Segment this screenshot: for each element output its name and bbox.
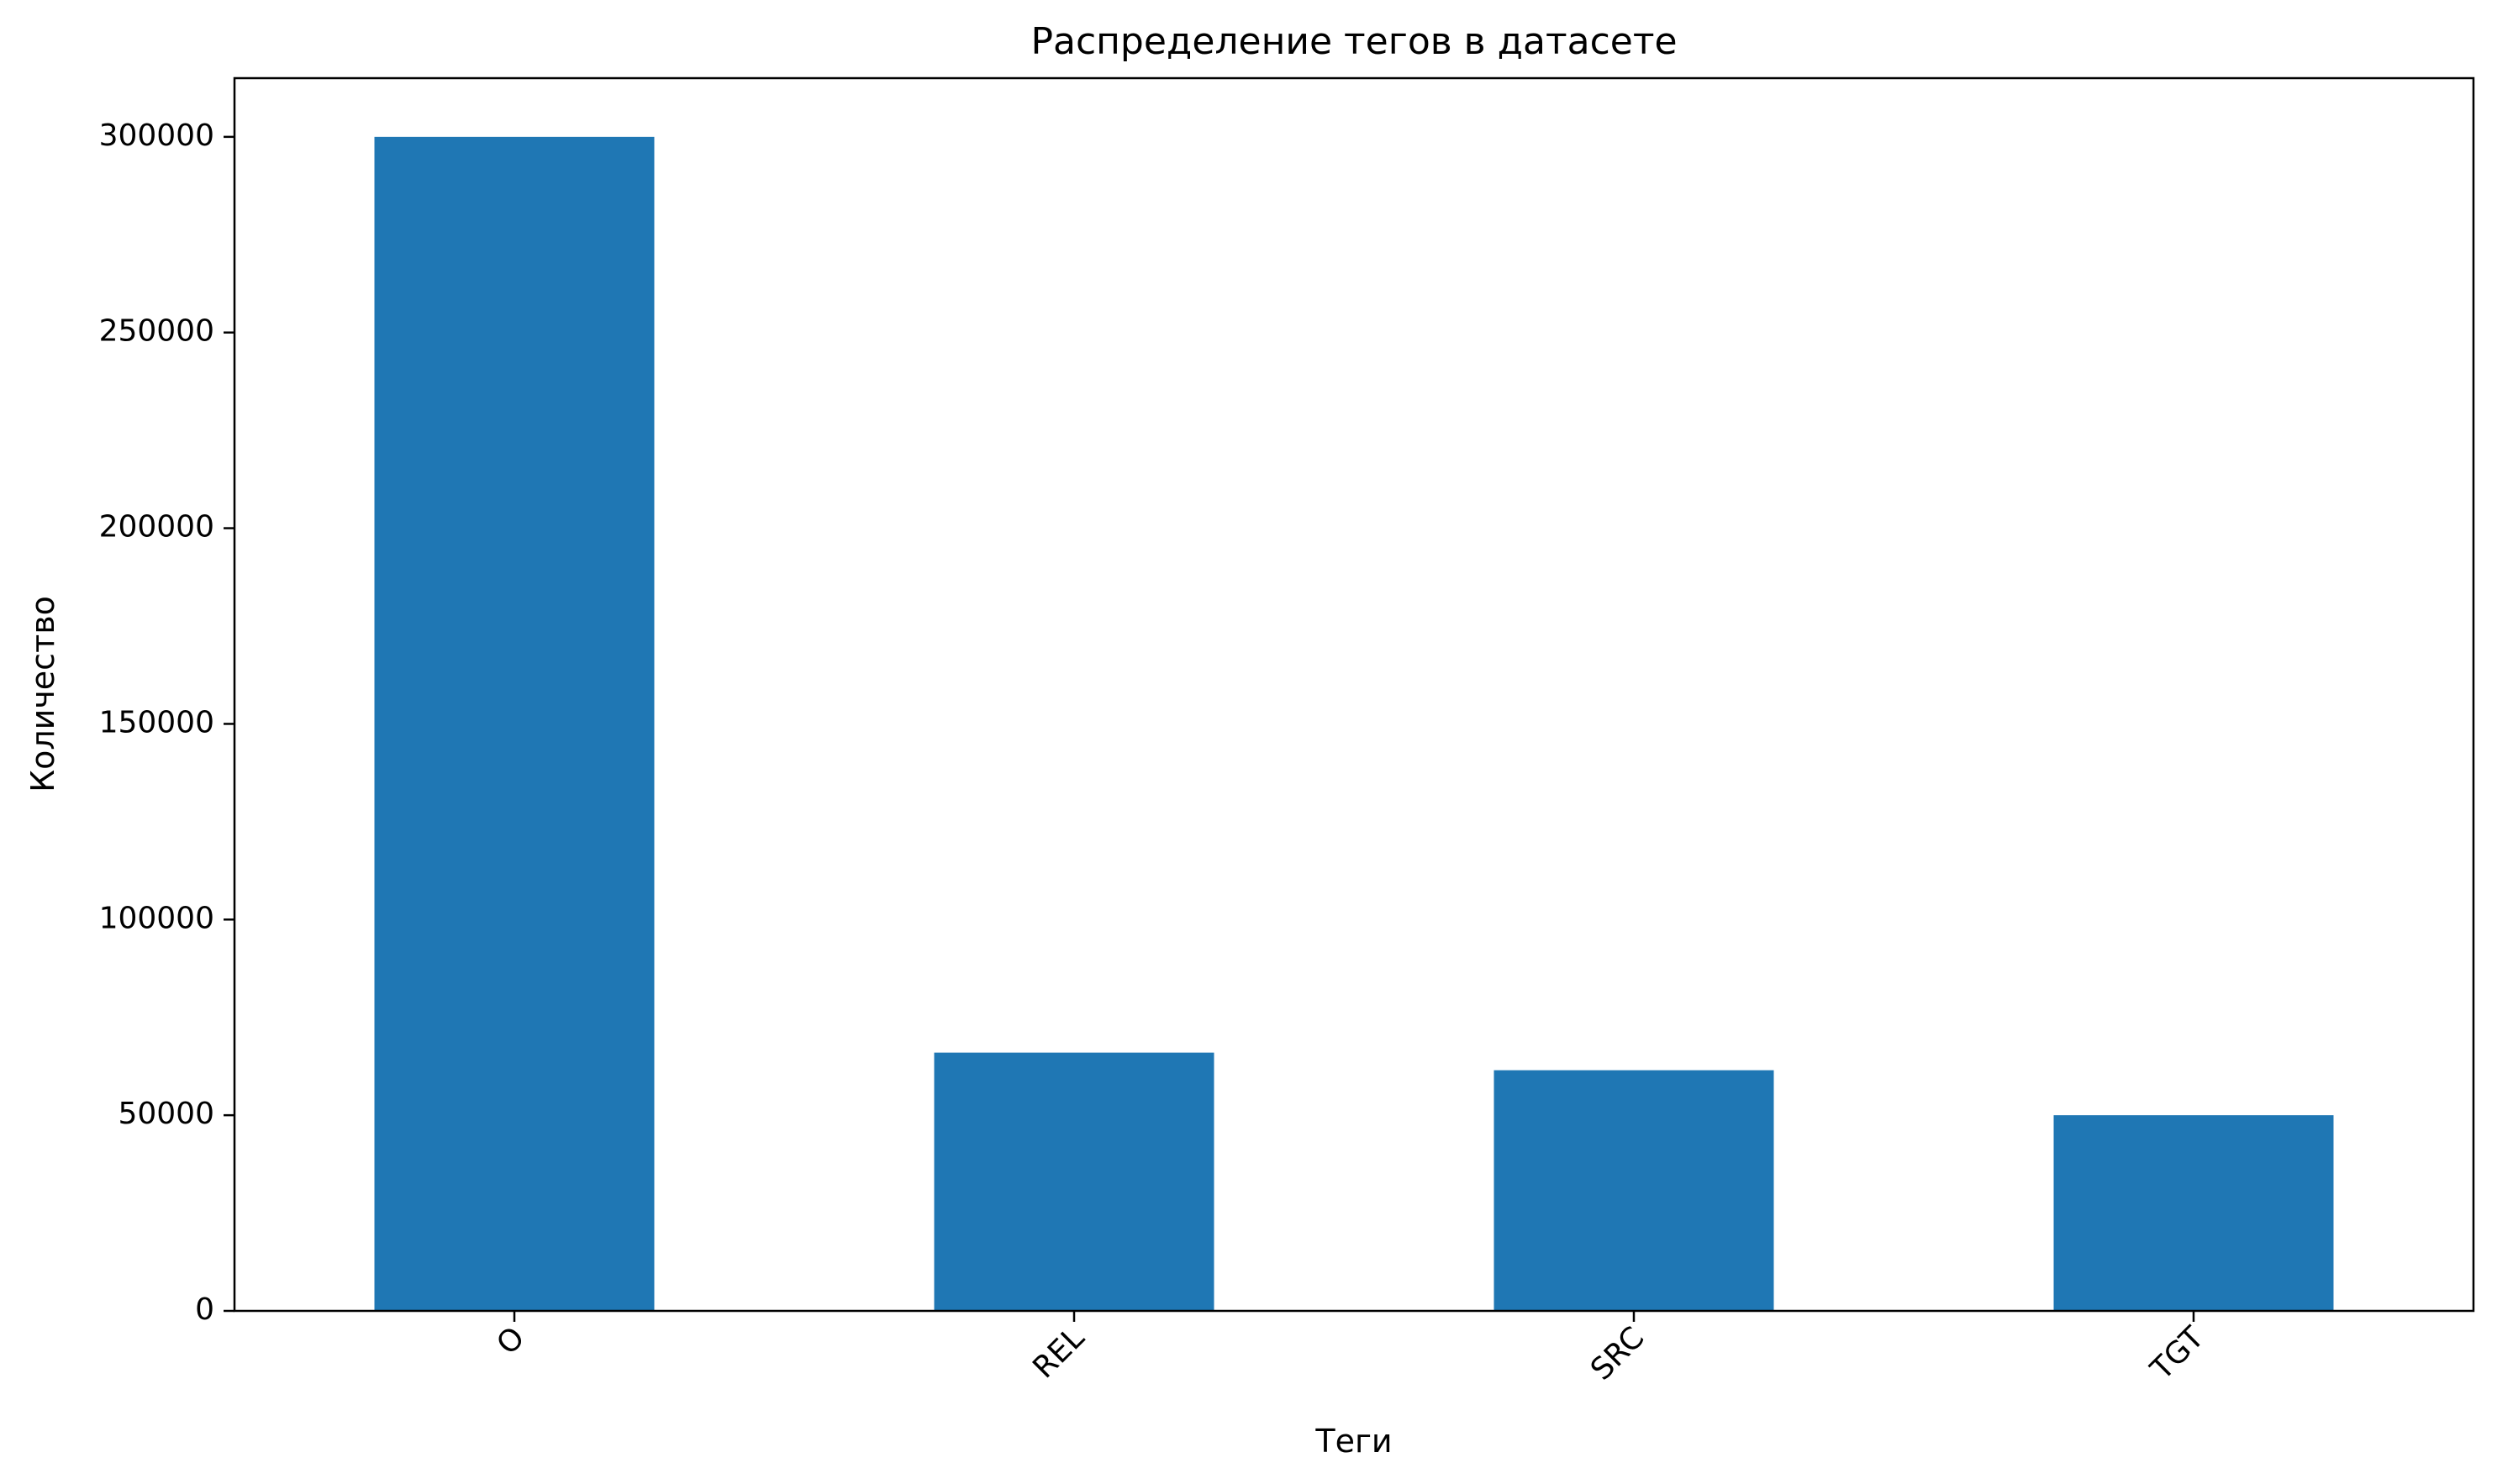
chart-title: Распределение тегов в датасете — [1030, 20, 1677, 63]
bar-src — [1493, 1070, 1774, 1311]
y-tick-label: 100000 — [99, 901, 214, 935]
y-axis-ticks: 0 50000 100000 150000 200000 250000 300000 — [99, 118, 234, 1327]
bar-rel — [934, 1052, 1214, 1311]
y-tick-label: 250000 — [99, 314, 214, 349]
bar-tgt — [2053, 1115, 2334, 1311]
bar-o — [374, 136, 655, 1311]
plot-frame — [233, 76, 2475, 1313]
y-tick-label: 50000 — [118, 1097, 214, 1131]
bars-layer — [374, 136, 2334, 1311]
x-axis-label: Теги — [1314, 1423, 1392, 1460]
y-tick-label: 0 — [195, 1292, 214, 1327]
y-tick-label: 300000 — [99, 118, 214, 153]
y-axis-label: Количество — [24, 596, 61, 792]
y-tick-label: 150000 — [99, 705, 214, 739]
y-tick-label: 200000 — [99, 510, 214, 545]
